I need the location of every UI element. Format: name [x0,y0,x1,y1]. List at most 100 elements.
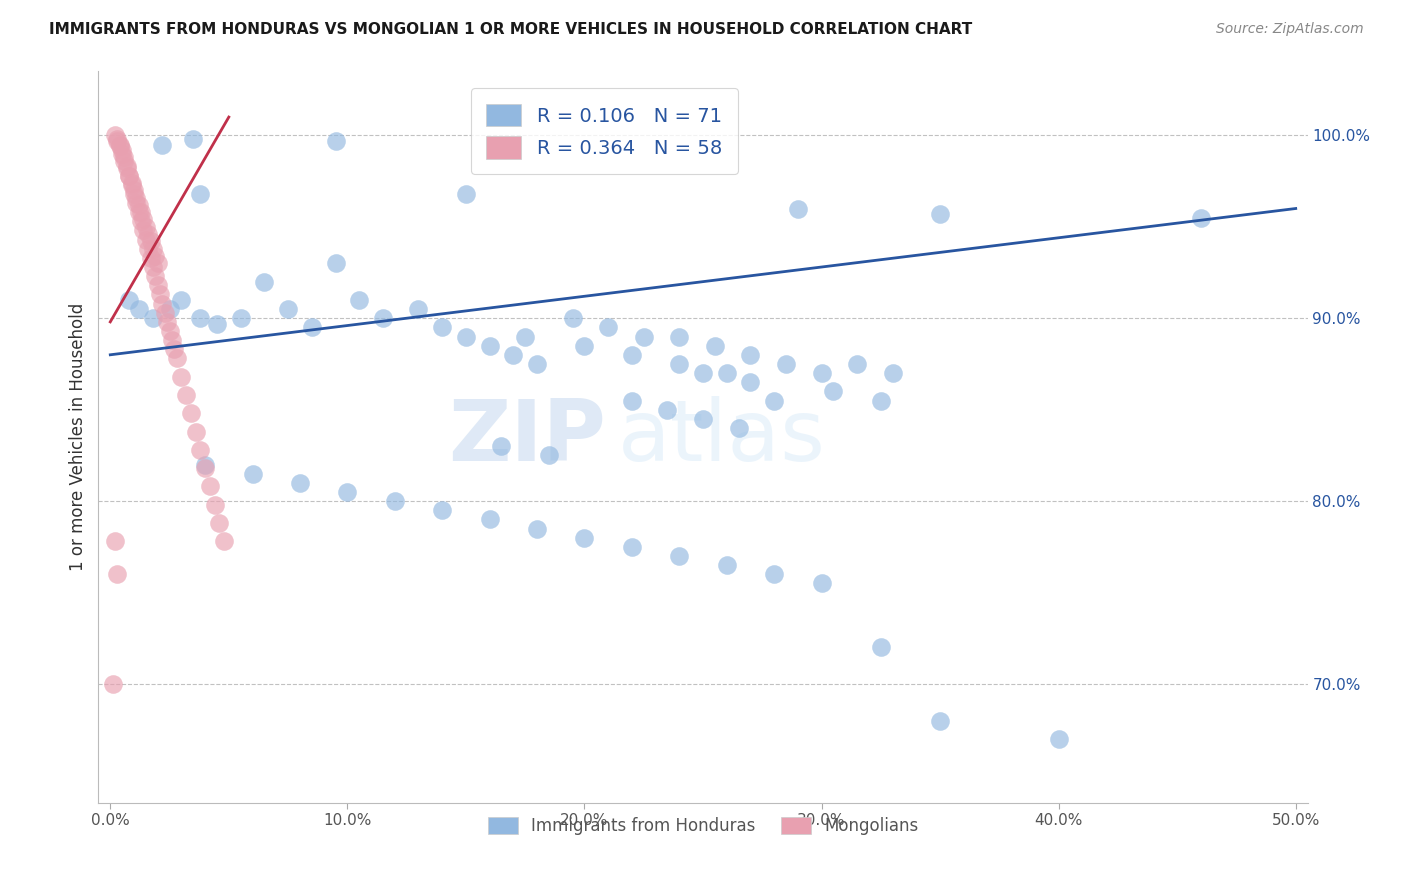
Point [104,534,127,549]
Point [114,150,136,164]
Point [208,516,231,530]
Y-axis label: 1 or more Vehicles in Household: 1 or more Vehicles in Household [69,303,87,571]
Point [205,317,228,331]
Point [432,320,454,334]
Point [515,329,537,343]
Point [288,475,311,490]
Legend: Immigrants from Honduras, Mongolians: Immigrants from Honduras, Mongolians [481,811,925,842]
Point [142,311,165,326]
Point [160,333,183,347]
Point [135,233,157,247]
Point [716,366,738,380]
Point [229,311,252,326]
Point [190,442,212,457]
Point [111,143,134,157]
Point [152,137,174,152]
Point [121,176,143,190]
Point [620,540,643,554]
Text: ZIP: ZIP [449,395,606,479]
Text: Source: ZipAtlas.com: Source: ZipAtlas.com [1216,22,1364,37]
Point [143,249,166,263]
Point [478,512,501,526]
Point [181,132,204,146]
Point [763,567,786,582]
Point [135,219,157,234]
Point [184,425,207,439]
Point [149,287,172,301]
Point [118,293,141,307]
Point [692,366,714,380]
Point [125,190,148,204]
Point [104,128,127,143]
Point [526,521,548,535]
Point [152,296,174,310]
Point [128,301,150,317]
Point [1047,731,1070,746]
Point [620,393,643,408]
Point [114,153,136,168]
Point [810,576,832,591]
Point [1189,211,1212,225]
Point [159,324,181,338]
Text: IMMIGRANTS FROM HONDURAS VS MONGOLIAN 1 OR MORE VEHICLES IN HOUSEHOLD CORRELATIO: IMMIGRANTS FROM HONDURAS VS MONGOLIAN 1 … [49,22,973,37]
Point [502,348,524,362]
Point [142,260,165,274]
Point [163,343,186,357]
Point [668,357,690,371]
Point [190,186,212,201]
Point [620,348,643,362]
Point [166,351,188,366]
Point [929,207,952,221]
Point [180,406,202,420]
Point [118,169,141,183]
Point [763,393,786,408]
Point [301,320,323,334]
Point [212,534,235,549]
Point [170,369,193,384]
Point [384,494,406,508]
Point [668,329,690,343]
Point [347,293,370,307]
Point [574,531,596,545]
Point [122,186,145,201]
Text: atlas: atlas [619,395,827,479]
Point [159,301,181,317]
Point [727,421,749,435]
Point [156,315,179,329]
Point [111,146,134,161]
Point [823,384,845,399]
Point [108,139,131,153]
Point [786,202,808,216]
Point [142,242,165,256]
Point [526,357,548,371]
Point [146,256,169,270]
Point [153,306,176,320]
Point [478,338,501,352]
Point [633,329,655,343]
Point [139,251,162,265]
Point [325,134,347,148]
Point [491,439,513,453]
Point [454,329,477,343]
Point [869,640,891,655]
Point [136,227,159,241]
Point [105,134,128,148]
Point [929,714,952,728]
Point [170,293,193,307]
Point [574,338,596,352]
Point [882,366,904,380]
Point [194,461,217,475]
Point [129,214,152,228]
Point [408,301,430,317]
Point [561,311,583,326]
Point [598,320,620,334]
Point [277,301,299,317]
Point [336,484,359,499]
Point [105,567,128,582]
Point [869,393,891,408]
Point [432,503,454,517]
Point [198,479,221,493]
Point [146,278,169,293]
Point [657,402,679,417]
Point [325,256,347,270]
